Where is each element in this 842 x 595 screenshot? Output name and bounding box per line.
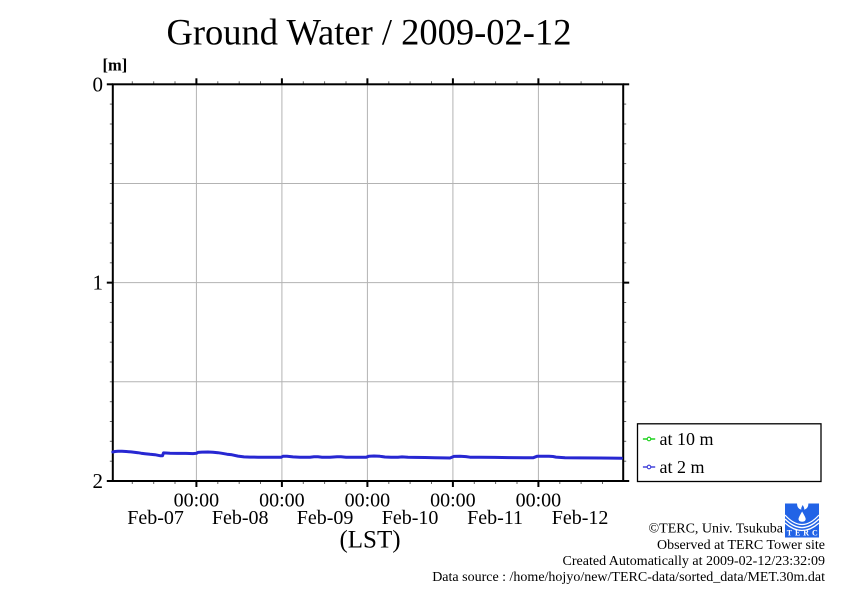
svg-text:[m]: [m]: [103, 56, 128, 75]
svg-text:Feb-08: Feb-08: [212, 507, 269, 529]
svg-text:00:00: 00:00: [430, 490, 476, 512]
svg-text:Data source : /home/hojyo/new/: Data source : /home/hojyo/new/TERC-data/…: [432, 570, 825, 585]
svg-text:Created Automatically at 2009-: Created Automatically at 2009-02-12/23:3…: [563, 554, 825, 569]
svg-text:00:00: 00:00: [174, 490, 220, 512]
svg-text:at 10 m: at 10 m: [660, 429, 714, 449]
svg-text:Observed at TERC Tower site: Observed at TERC Tower site: [657, 538, 825, 553]
svg-text:TERC: TERC: [787, 529, 821, 538]
svg-text:00:00: 00:00: [345, 490, 391, 512]
svg-text:at 2 m: at 2 m: [660, 457, 705, 477]
svg-text:(LST): (LST): [339, 527, 400, 554]
svg-text:00:00: 00:00: [259, 490, 305, 512]
svg-text:Feb-07: Feb-07: [127, 507, 184, 529]
svg-text:1: 1: [93, 271, 104, 295]
svg-text:Feb-09: Feb-09: [297, 507, 354, 529]
svg-text:Feb-11: Feb-11: [467, 507, 523, 529]
svg-text:Feb-12: Feb-12: [552, 507, 609, 529]
svg-text:2: 2: [93, 469, 104, 493]
svg-text:0: 0: [93, 72, 104, 96]
svg-text:Ground Water / 2009-02-12: Ground Water / 2009-02-12: [167, 12, 572, 53]
svg-text:©TERC, Univ. Tsukuba: ©TERC, Univ. Tsukuba: [649, 522, 784, 537]
svg-text:00:00: 00:00: [516, 490, 562, 512]
svg-text:Feb-10: Feb-10: [382, 507, 439, 529]
